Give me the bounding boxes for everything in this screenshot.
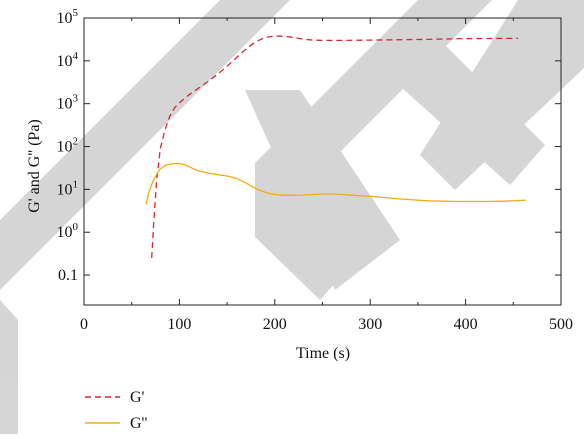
y-tick-label: 101 [57,178,79,198]
y-tick-label: 105 [57,7,79,27]
y-tick-label: 0.1 [58,267,78,284]
y-tick-label: 104 [57,50,79,70]
series-line-g-prime [151,35,519,259]
x-tick-label: 0 [80,316,88,333]
x-tick-label: 300 [358,316,382,333]
y-tick-label: 102 [57,136,79,156]
series-layer [145,35,526,259]
y-axis: 0.1 100 101 102 103 104 105 [57,7,561,284]
y-tick-label: 100 [57,221,79,241]
legend: G' G'' [85,389,147,432]
y-tick-label: 103 [57,93,79,113]
x-tick-label: 200 [263,316,287,333]
x-axis: 0 100 200 300 400 500 [80,18,573,333]
legend-label-g-prime: G' [130,389,145,406]
series-line-g-double-prime [145,162,526,205]
legend-label-g-double-prime: G'' [130,415,147,432]
x-tick-label: 400 [454,316,478,333]
x-tick-label: 100 [167,316,191,333]
x-axis-label: Time (s) [296,345,350,362]
y-axis-label: G' and G'' (Pa) [26,119,43,213]
x-tick-label: 500 [549,316,573,333]
